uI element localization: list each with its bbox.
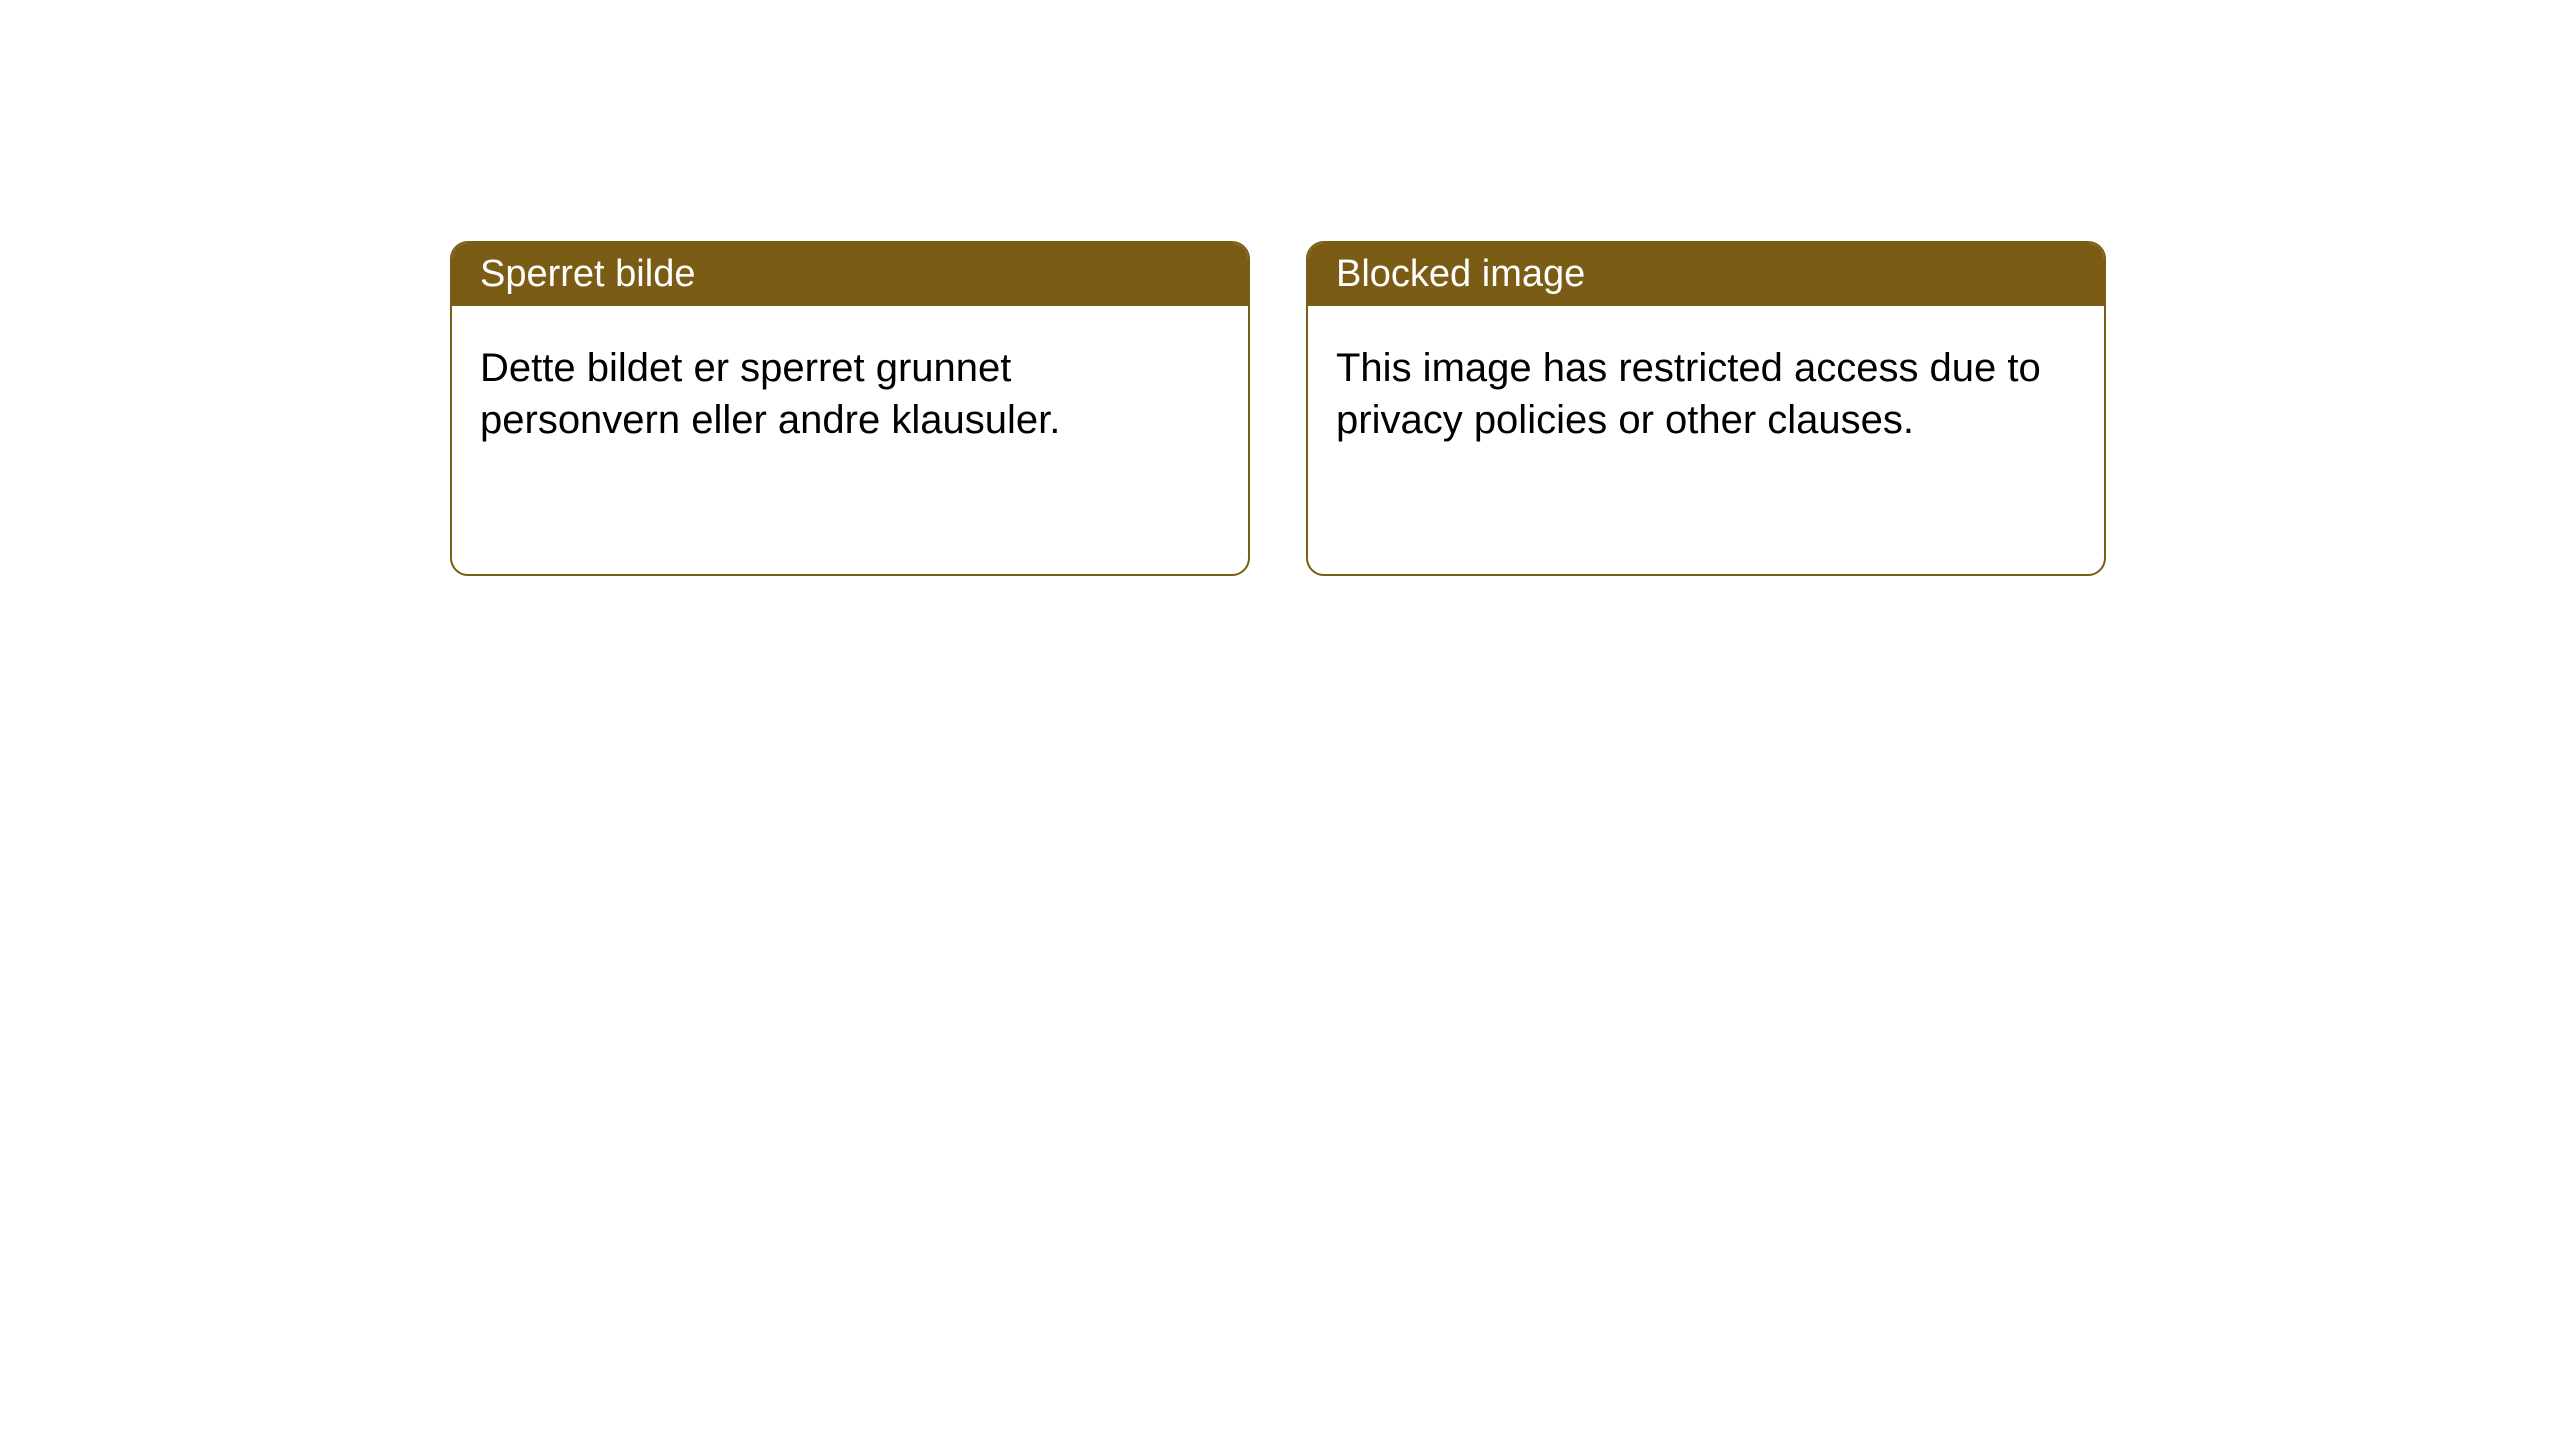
notice-container: Sperret bilde Dette bildet er sperret gr… bbox=[450, 241, 2106, 576]
notice-title: Sperret bilde bbox=[480, 253, 695, 295]
notice-text: Dette bildet er sperret grunnet personve… bbox=[480, 346, 1060, 442]
notice-card-norwegian: Sperret bilde Dette bildet er sperret gr… bbox=[450, 241, 1250, 576]
notice-header-english: Blocked image bbox=[1308, 243, 2104, 306]
notice-header-norwegian: Sperret bilde bbox=[452, 243, 1248, 306]
notice-text: This image has restricted access due to … bbox=[1336, 346, 2041, 442]
notice-card-english: Blocked image This image has restricted … bbox=[1306, 241, 2106, 576]
notice-body-norwegian: Dette bildet er sperret grunnet personve… bbox=[452, 306, 1248, 482]
notice-title: Blocked image bbox=[1336, 253, 1585, 295]
notice-body-english: This image has restricted access due to … bbox=[1308, 306, 2104, 482]
